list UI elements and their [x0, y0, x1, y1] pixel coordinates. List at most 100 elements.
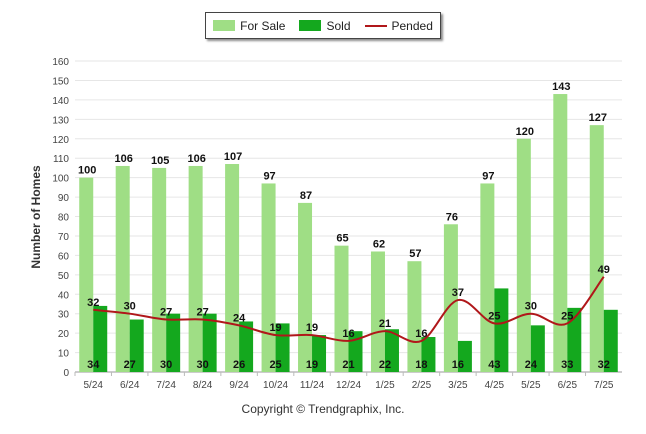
label-for-sale: 105	[151, 155, 169, 167]
bar-for-sale	[516, 138, 531, 372]
bar-sold	[129, 319, 144, 372]
bar-sold	[239, 321, 254, 372]
label-sold: 30	[160, 359, 172, 371]
bar-sold	[530, 325, 545, 372]
label-for-sale: 100	[78, 165, 96, 177]
y-tick-label: 70	[58, 232, 70, 243]
label-for-sale: 87	[300, 190, 312, 202]
x-tick-label: 8/24	[193, 380, 213, 391]
bar-for-sale	[225, 164, 240, 372]
legend-label-sold: Sold	[326, 18, 351, 33]
label-sold: 22	[379, 359, 391, 371]
label-pended: 16	[342, 328, 354, 340]
y-tick-label: 100	[52, 174, 69, 185]
label-sold: 34	[87, 359, 100, 371]
bar-sold	[603, 309, 618, 372]
y-tick-label: 140	[52, 96, 69, 107]
bar-for-sale	[407, 261, 422, 372]
bar-sold	[166, 313, 181, 372]
legend-item-sold[interactable]: Sold	[299, 18, 351, 33]
label-sold: 21	[342, 359, 354, 371]
label-for-sale: 127	[589, 112, 607, 124]
label-pended: 21	[379, 318, 391, 330]
label-sold: 24	[525, 359, 538, 371]
legend-label-pended: Pended	[391, 18, 433, 33]
y-tick-label: 150	[52, 76, 69, 87]
label-for-sale: 106	[187, 153, 205, 165]
y-tick-label: 30	[58, 310, 70, 321]
y-tick-label: 120	[52, 135, 69, 146]
label-pended: 19	[269, 322, 281, 334]
label-pended: 32	[87, 297, 99, 309]
label-pended: 49	[598, 264, 610, 276]
x-tick-label: 9/24	[229, 380, 249, 391]
bar-for-sale	[480, 183, 495, 372]
label-sold: 19	[306, 359, 318, 371]
y-tick-label: 80	[58, 213, 70, 224]
label-pended: 16	[415, 328, 427, 340]
label-sold: 27	[124, 359, 136, 371]
legend-item-for-sale[interactable]: For Sale	[213, 19, 285, 33]
y-tick-label: 20	[58, 329, 70, 340]
bar-sold	[202, 313, 217, 372]
label-pended: 30	[124, 301, 136, 313]
y-tick-label: 160	[52, 57, 69, 68]
x-tick-label: 5/25	[521, 380, 541, 391]
copyright-footer: Copyright © Trendgraphix, Inc.	[241, 402, 405, 416]
label-for-sale: 107	[224, 151, 242, 163]
label-for-sale: 97	[482, 170, 494, 182]
x-tick-label: 12/24	[336, 380, 361, 391]
x-tick-label: 10/24	[263, 380, 288, 391]
bar-sold	[93, 305, 108, 372]
x-tick-label: 1/25	[375, 380, 395, 391]
label-for-sale: 106	[115, 153, 133, 165]
legend-item-pended[interactable]: Pended	[364, 18, 433, 33]
label-pended: 37	[452, 287, 464, 299]
label-sold: 18	[415, 359, 427, 371]
bar-for-sale	[589, 125, 604, 372]
x-tick-label: 4/25	[485, 380, 505, 391]
y-tick-label: 90	[58, 193, 70, 204]
legend: For Sale Sold Pended	[205, 12, 441, 39]
y-tick-label: 60	[58, 251, 70, 262]
label-sold: 43	[488, 359, 500, 371]
y-tick-label: 130	[52, 115, 69, 126]
label-pended: 25	[561, 310, 573, 322]
for-sale-swatch	[213, 20, 236, 31]
label-for-sale: 97	[263, 170, 275, 182]
bar-for-sale	[152, 167, 167, 372]
bar-for-sale	[115, 165, 130, 372]
x-tick-label: 5/24	[83, 380, 103, 391]
x-tick-label: 11/24	[300, 380, 325, 391]
label-for-sale: 57	[409, 248, 421, 260]
x-tick-label: 7/24	[156, 380, 176, 391]
x-tick-label: 6/24	[120, 380, 140, 391]
label-for-sale: 62	[373, 238, 385, 250]
label-for-sale: 76	[446, 211, 458, 223]
label-pended: 19	[306, 322, 318, 334]
bar-for-sale	[553, 94, 568, 372]
y-tick-label: 0	[63, 368, 69, 379]
label-sold: 26	[233, 359, 245, 371]
label-for-sale: 143	[552, 81, 570, 93]
x-tick-label: 6/25	[558, 380, 578, 391]
y-tick-label: 10	[58, 349, 70, 360]
pended-line	[93, 276, 605, 343]
label-pended: 27	[160, 307, 172, 319]
label-pended: 30	[525, 301, 537, 313]
x-tick-label: 7/25	[594, 380, 614, 391]
label-pended: 24	[233, 312, 246, 324]
label-sold: 16	[452, 359, 464, 371]
bar-for-sale	[298, 202, 313, 372]
label-pended: 27	[197, 307, 209, 319]
bar-sold	[421, 337, 436, 372]
y-tick-label: 40	[58, 290, 70, 301]
bar-for-sale	[188, 165, 203, 372]
bar-for-sale	[79, 177, 94, 372]
bar-sold	[494, 288, 509, 372]
line-layer	[93, 276, 605, 343]
label-sold: 32	[598, 359, 610, 371]
y-tick-label: 110	[53, 154, 69, 165]
label-pended: 25	[488, 310, 500, 322]
x-tick-label: 2/25	[412, 380, 432, 391]
